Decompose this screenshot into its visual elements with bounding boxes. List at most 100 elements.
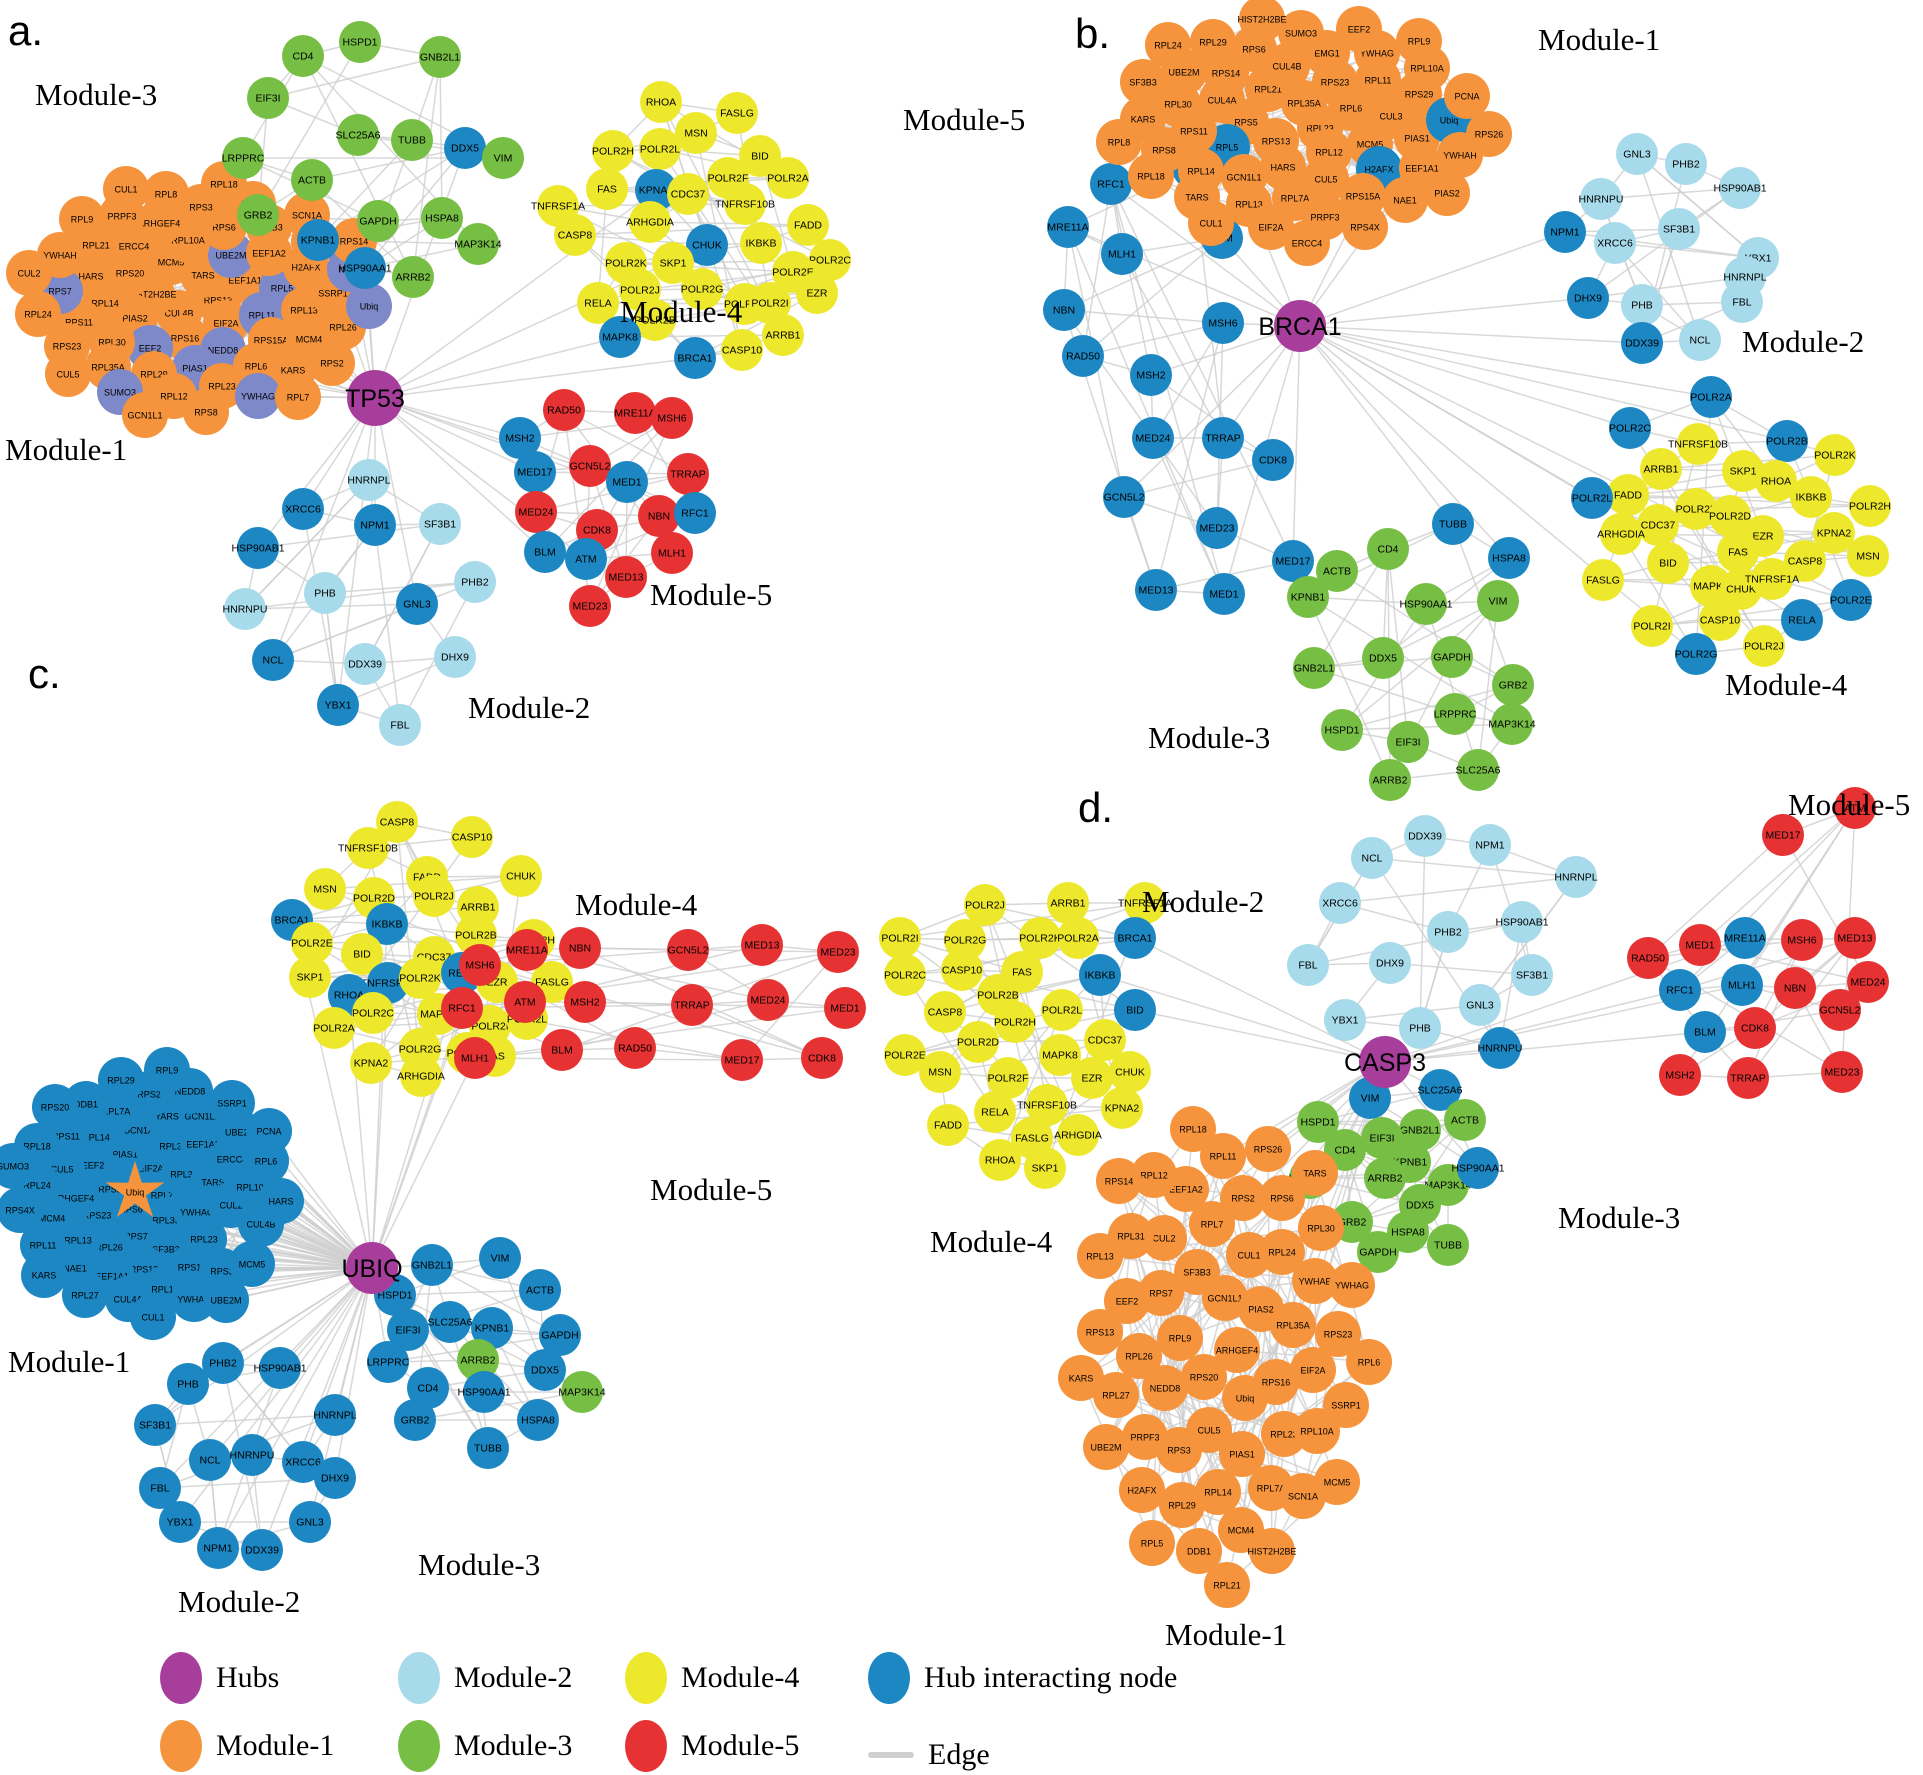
node-RHOA[interactable]: RHOA — [640, 81, 682, 123]
node-MCM5[interactable]: MCM5 — [1314, 1459, 1360, 1505]
node-NPM1[interactable]: NPM1 — [197, 1527, 239, 1569]
node-DDX5[interactable]: DDX5 — [524, 1349, 566, 1391]
node-Ubiq[interactable]: Ubiq — [346, 283, 392, 329]
node-POLR2H[interactable]: POLR2H — [592, 130, 634, 172]
node-PRPF3[interactable]: PRPF3 — [1122, 1414, 1168, 1460]
node-BLM[interactable]: BLM — [524, 531, 566, 573]
node-TRRAP[interactable]: TRRAP — [667, 453, 709, 495]
node-MED24[interactable]: MED24 — [1132, 417, 1174, 459]
node-HARS[interactable]: HARS — [258, 1178, 304, 1224]
node-RAD50[interactable]: RAD50 — [543, 389, 585, 431]
node-MSH6[interactable]: MSH6 — [459, 944, 501, 986]
node-VIM[interactable]: VIM — [479, 1237, 521, 1279]
node-RPS26[interactable]: RPS26 — [1245, 1126, 1291, 1172]
node-ACTB[interactable]: ACTB — [291, 159, 333, 201]
node-GCN5L2[interactable]: GCN5L2 — [1819, 989, 1861, 1031]
node-ATM[interactable]: ATM — [504, 981, 546, 1023]
node-RPL9[interactable]: RPL9 — [144, 1047, 190, 1093]
node-POLR2I[interactable]: POLR2I — [1631, 605, 1673, 647]
node-SF3B1[interactable]: SF3B1 — [1511, 954, 1553, 996]
node-DDX39[interactable]: DDX39 — [1621, 322, 1663, 364]
node-RPL26[interactable]: RPL26 — [1116, 1333, 1162, 1379]
node-RPL6[interactable]: RPL6 — [1346, 1339, 1392, 1385]
node-NBN[interactable]: NBN — [1043, 289, 1085, 331]
node-RPS26[interactable]: RPS26 — [1466, 111, 1512, 157]
node-RPL5[interactable]: RPL5 — [1129, 1520, 1175, 1566]
node-RELA[interactable]: RELA — [974, 1091, 1016, 1133]
node-MLH1[interactable]: MLH1 — [651, 532, 693, 574]
node-GNL3[interactable]: GNL3 — [1616, 133, 1658, 175]
node-PHB[interactable]: PHB — [167, 1363, 209, 1405]
node-GRB2[interactable]: GRB2 — [394, 1399, 436, 1441]
node-RFC1[interactable]: RFC1 — [1090, 163, 1132, 205]
node-XRCC6[interactable]: XRCC6 — [1594, 222, 1636, 264]
node-GCN5L2[interactable]: GCN5L2 — [569, 445, 611, 487]
node-VIM[interactable]: VIM — [1477, 580, 1519, 622]
node-CASP8[interactable]: CASP8 — [554, 214, 596, 256]
node-RPL27[interactable]: RPL27 — [62, 1272, 108, 1318]
node-RPL21[interactable]: RPL21 — [1204, 1562, 1250, 1608]
node-DDX39[interactable]: DDX39 — [1404, 815, 1446, 857]
node-RELA[interactable]: RELA — [1781, 599, 1823, 641]
node-CDC37[interactable]: CDC37 — [667, 173, 709, 215]
node-GNL3[interactable]: GNL3 — [1459, 984, 1501, 1026]
node-TRRAP[interactable]: TRRAP — [1727, 1057, 1769, 1099]
node-MAP3K14[interactable]: MAP3K14 — [454, 223, 502, 265]
node-HNRNPL[interactable]: HNRNPL — [1554, 856, 1598, 898]
node-CDC37[interactable]: CDC37 — [1637, 504, 1679, 546]
node-HSPD1[interactable]: HSPD1 — [339, 21, 381, 63]
node-RPS4X[interactable]: RPS4X — [1342, 204, 1388, 250]
node-GNB2L1[interactable]: GNB2L1 — [419, 36, 461, 78]
node-MRE11A[interactable]: MRE11A — [506, 929, 548, 971]
node-PHB[interactable]: PHB — [304, 572, 346, 614]
node-UBE2M[interactable]: UBE2M — [203, 1277, 249, 1323]
node-RPL8[interactable]: RPL8 — [143, 171, 189, 217]
node-PHB[interactable]: PHB — [1399, 1007, 1441, 1049]
node-CASP10[interactable]: CASP10 — [721, 329, 763, 371]
node-BRCA1[interactable]: BRCA1 — [674, 337, 716, 379]
node-GCN1L1[interactable]: GCN1L1 — [122, 392, 168, 438]
node-MRE11A[interactable]: MRE11A — [614, 392, 656, 434]
node-SKP1[interactable]: SKP1 — [289, 956, 331, 998]
node-MED1[interactable]: MED1 — [1203, 573, 1245, 615]
node-DHX9[interactable]: DHX9 — [434, 636, 476, 678]
node-NPM1[interactable]: NPM1 — [354, 504, 396, 546]
node-MED24[interactable]: MED24 — [515, 491, 557, 533]
node-PIAS2[interactable]: PIAS2 — [1424, 170, 1470, 216]
node-HSP90AB1[interactable]: HSP90AB1 — [231, 527, 285, 569]
node-MLH1[interactable]: MLH1 — [1101, 233, 1143, 275]
node-RPL24[interactable]: RPL24 — [15, 291, 61, 337]
node-IKBKB[interactable]: IKBKB — [1079, 954, 1121, 996]
node-ARRB2[interactable]: ARRB2 — [1364, 1157, 1406, 1199]
node-GRB2[interactable]: GRB2 — [1492, 664, 1534, 706]
node-RPL29[interactable]: RPL29 — [1159, 1482, 1205, 1528]
node-POLR2E[interactable]: POLR2E — [1830, 579, 1872, 621]
node-CUL1[interactable]: CUL1 — [1188, 200, 1234, 246]
node-POLR2L[interactable]: POLR2L — [1041, 989, 1083, 1031]
node-YBX1[interactable]: YBX1 — [317, 684, 359, 726]
node-CUL1[interactable]: CUL1 — [130, 1294, 176, 1340]
node-DHX9[interactable]: DHX9 — [314, 1457, 356, 1499]
node-CUL2[interactable]: CUL2 — [6, 250, 52, 296]
node-POLR2C[interactable]: POLR2C — [1609, 407, 1651, 449]
node-MED23[interactable]: MED23 — [817, 931, 859, 973]
node-LRPPRC[interactable]: LRPPRC — [1434, 693, 1477, 735]
node-POLR2C[interactable]: POLR2C — [884, 954, 926, 996]
node-RPL18[interactable]: RPL18 — [1128, 153, 1174, 199]
node-DHX9[interactable]: DHX9 — [1369, 942, 1411, 984]
node-MSN[interactable]: MSN — [1847, 535, 1889, 577]
node-FAS[interactable]: FAS — [1717, 531, 1759, 573]
node-FADD[interactable]: FADD — [1607, 474, 1649, 516]
node-RFC1[interactable]: RFC1 — [1659, 969, 1701, 1011]
node-BID[interactable]: BID — [1647, 542, 1689, 584]
node-FASLG[interactable]: FASLG — [716, 92, 758, 134]
node-CDK8[interactable]: CDK8 — [801, 1037, 843, 1079]
node-PHB[interactable]: PHB — [1621, 284, 1663, 326]
node-DDX5[interactable]: DDX5 — [444, 127, 486, 169]
node-TUBB[interactable]: TUBB — [1432, 503, 1474, 545]
node-RAD50[interactable]: RAD50 — [1062, 335, 1104, 377]
node-FADD[interactable]: FADD — [787, 204, 829, 246]
node-PCNA[interactable]: PCNA — [246, 1108, 292, 1154]
node-GNB2L1[interactable]: GNB2L1 — [411, 1244, 453, 1286]
node-GAPDH[interactable]: GAPDH — [357, 200, 399, 242]
